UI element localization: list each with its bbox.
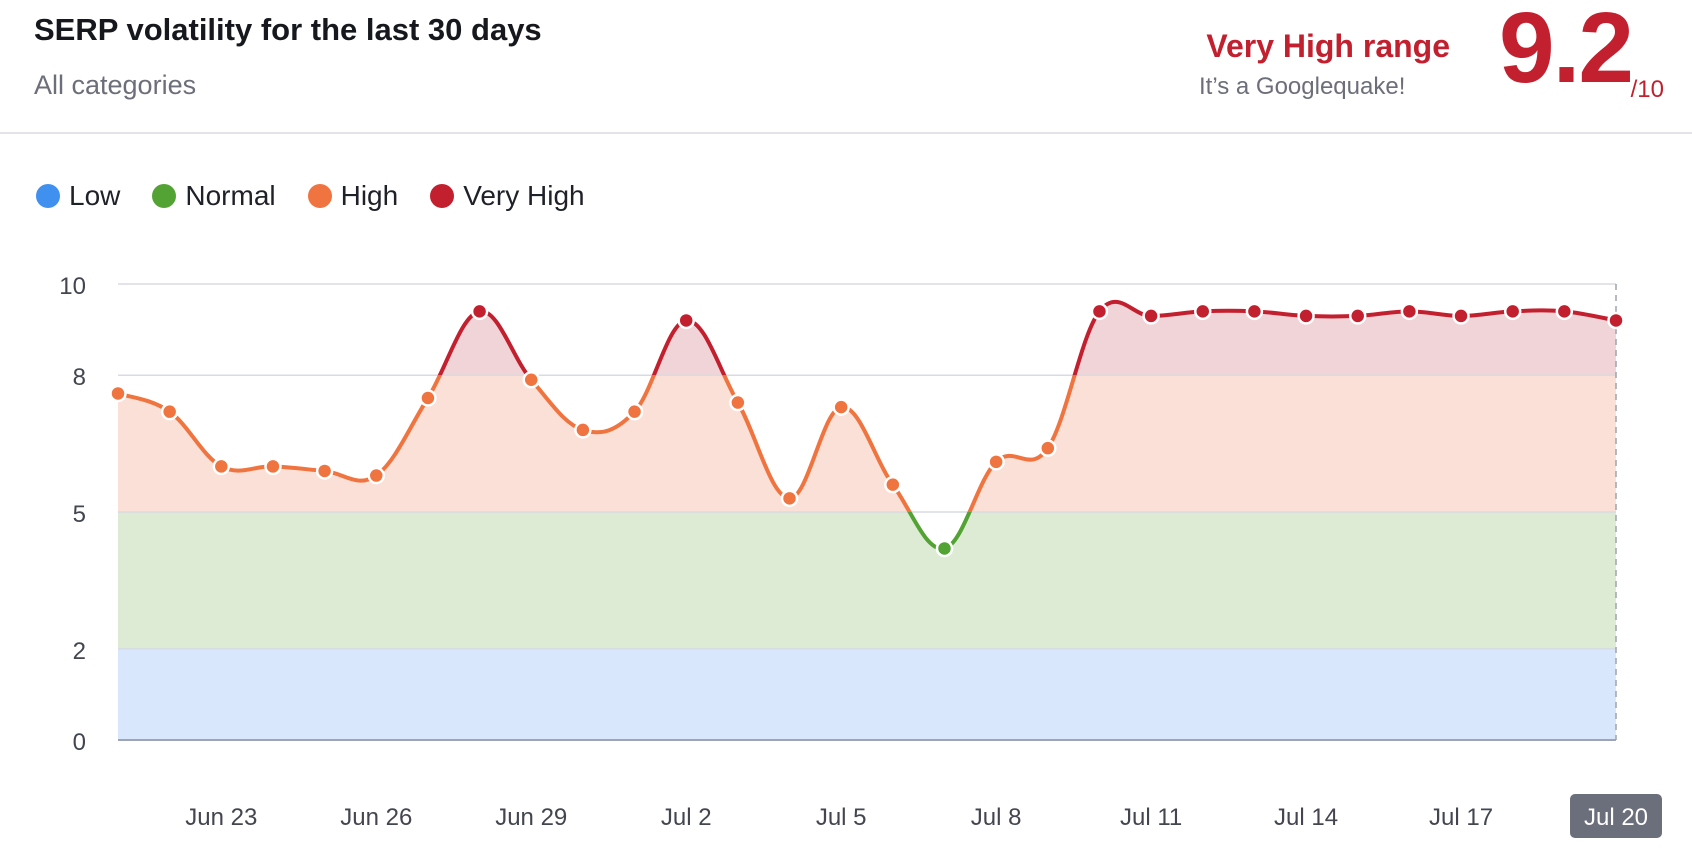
legend-item-low[interactable]: Low (36, 180, 120, 212)
x-tick-label: Jun 23 (185, 804, 257, 831)
y-tick-label: 0 (73, 729, 86, 756)
data-point (367, 466, 386, 485)
legend-item-high[interactable]: High (307, 180, 399, 212)
category-subtitle: All categories (34, 70, 197, 100)
data-point (1245, 302, 1264, 321)
legend-dot (36, 184, 60, 208)
data-point (574, 421, 592, 439)
chart-legend: Low Normal High Very High (36, 180, 617, 212)
x-tick-label: Jun 29 (495, 804, 567, 831)
x-tick-label: Jul 20 (1584, 804, 1648, 831)
data-point (884, 475, 902, 494)
range-label: Very High range (1206, 28, 1450, 64)
x-tick-label: Jul 8 (971, 804, 1022, 831)
legend-label: High (340, 180, 399, 211)
data-point (1555, 302, 1574, 321)
legend-label: Normal (185, 180, 276, 211)
data-point (987, 453, 1005, 471)
x-tick-label: Jul 2 (661, 804, 712, 831)
data-point (109, 384, 127, 403)
data-point (729, 393, 747, 412)
x-tick-highlight (1570, 794, 1662, 838)
y-tick-label: 5 (73, 501, 86, 528)
legend-label: Low (69, 180, 121, 211)
x-tick-label: Jun 26 (340, 804, 412, 831)
y-tick-label: 10 (59, 273, 86, 300)
page-title: SERP volatility for the last 30 days (34, 12, 542, 47)
data-point (1348, 307, 1367, 325)
data-point (1142, 307, 1160, 325)
data-point (677, 311, 695, 330)
data-point (1400, 302, 1419, 321)
data-point (935, 539, 954, 558)
data-point (160, 402, 179, 421)
data-point (1503, 302, 1522, 321)
data-point (1194, 302, 1212, 321)
y-tick-label: 2 (73, 638, 86, 665)
data-point (470, 302, 489, 321)
x-tick-label: Jul 11 (1120, 804, 1182, 831)
data-point (212, 457, 231, 476)
data-point (1090, 302, 1109, 321)
legend-label: Very High (463, 180, 585, 211)
data-point (780, 489, 799, 508)
legend-dot (430, 184, 455, 208)
data-point (1452, 307, 1470, 325)
band-fill-normal (118, 512, 1616, 649)
data-point (419, 389, 437, 407)
data-point (625, 402, 644, 421)
legend-dot (307, 184, 332, 208)
x-tick-label: Jul 14 (1274, 804, 1338, 831)
series-line-very-high (437, 299, 1618, 376)
score-max: /10 (1630, 76, 1664, 103)
data-point (1297, 307, 1315, 325)
x-tick-label: Jul 17 (1429, 804, 1493, 831)
header: SERP volatility for the last 30 days All… (0, 0, 1692, 134)
band-fill-very-high (118, 301, 1616, 376)
data-point (522, 371, 540, 389)
data-point (315, 462, 334, 480)
y-tick-label: 8 (73, 364, 86, 391)
band-fill-high (118, 375, 1616, 512)
volatility-score: 9.2 (1498, 0, 1634, 104)
legend-item-very-high[interactable]: Very High (430, 180, 585, 212)
data-point (1607, 311, 1625, 330)
data-point (264, 457, 282, 476)
data-point (1039, 439, 1057, 457)
data-point (832, 398, 850, 416)
range-description: It’s a Googlequake! (1199, 73, 1406, 100)
x-tick-label: Jul 5 (816, 804, 867, 831)
band-fill-low (118, 648, 1616, 740)
legend-dot (152, 184, 177, 208)
legend-item-normal[interactable]: Normal (152, 180, 276, 212)
